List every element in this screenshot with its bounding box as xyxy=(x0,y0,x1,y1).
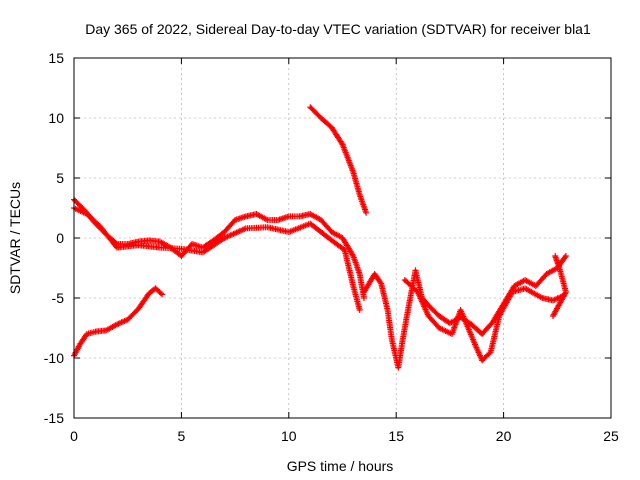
y-tick-label: 5 xyxy=(56,170,64,186)
plot-frame xyxy=(73,57,612,419)
x-tick-label: 10 xyxy=(281,428,297,444)
y-tick-label: 0 xyxy=(56,230,64,246)
x-tick-label: 25 xyxy=(603,428,619,444)
series-markers xyxy=(71,104,569,371)
x-tick-label: 20 xyxy=(496,428,512,444)
y-tick-label: -5 xyxy=(52,290,65,306)
x-axis-label: GPS time / hours xyxy=(287,458,394,474)
x-tick-label: 0 xyxy=(70,428,78,444)
axis-ticks: 0 5 10 15 20 25 -15 -10 -5 0 5 10 15 xyxy=(44,50,619,444)
y-axis-label: SDTVAR / TECUs xyxy=(7,182,23,294)
x-tick-label: 15 xyxy=(388,428,404,444)
y-tick-label: 10 xyxy=(48,110,64,126)
x-tick-label: 5 xyxy=(178,428,186,444)
y-tick-label: 15 xyxy=(48,50,64,66)
y-tick-label: -10 xyxy=(44,350,64,366)
gridlines xyxy=(74,58,611,418)
chart-title: Day 365 of 2022, Sidereal Day-to-day VTE… xyxy=(85,21,591,37)
data-points xyxy=(71,104,569,371)
y-tick-label: -15 xyxy=(44,410,64,426)
